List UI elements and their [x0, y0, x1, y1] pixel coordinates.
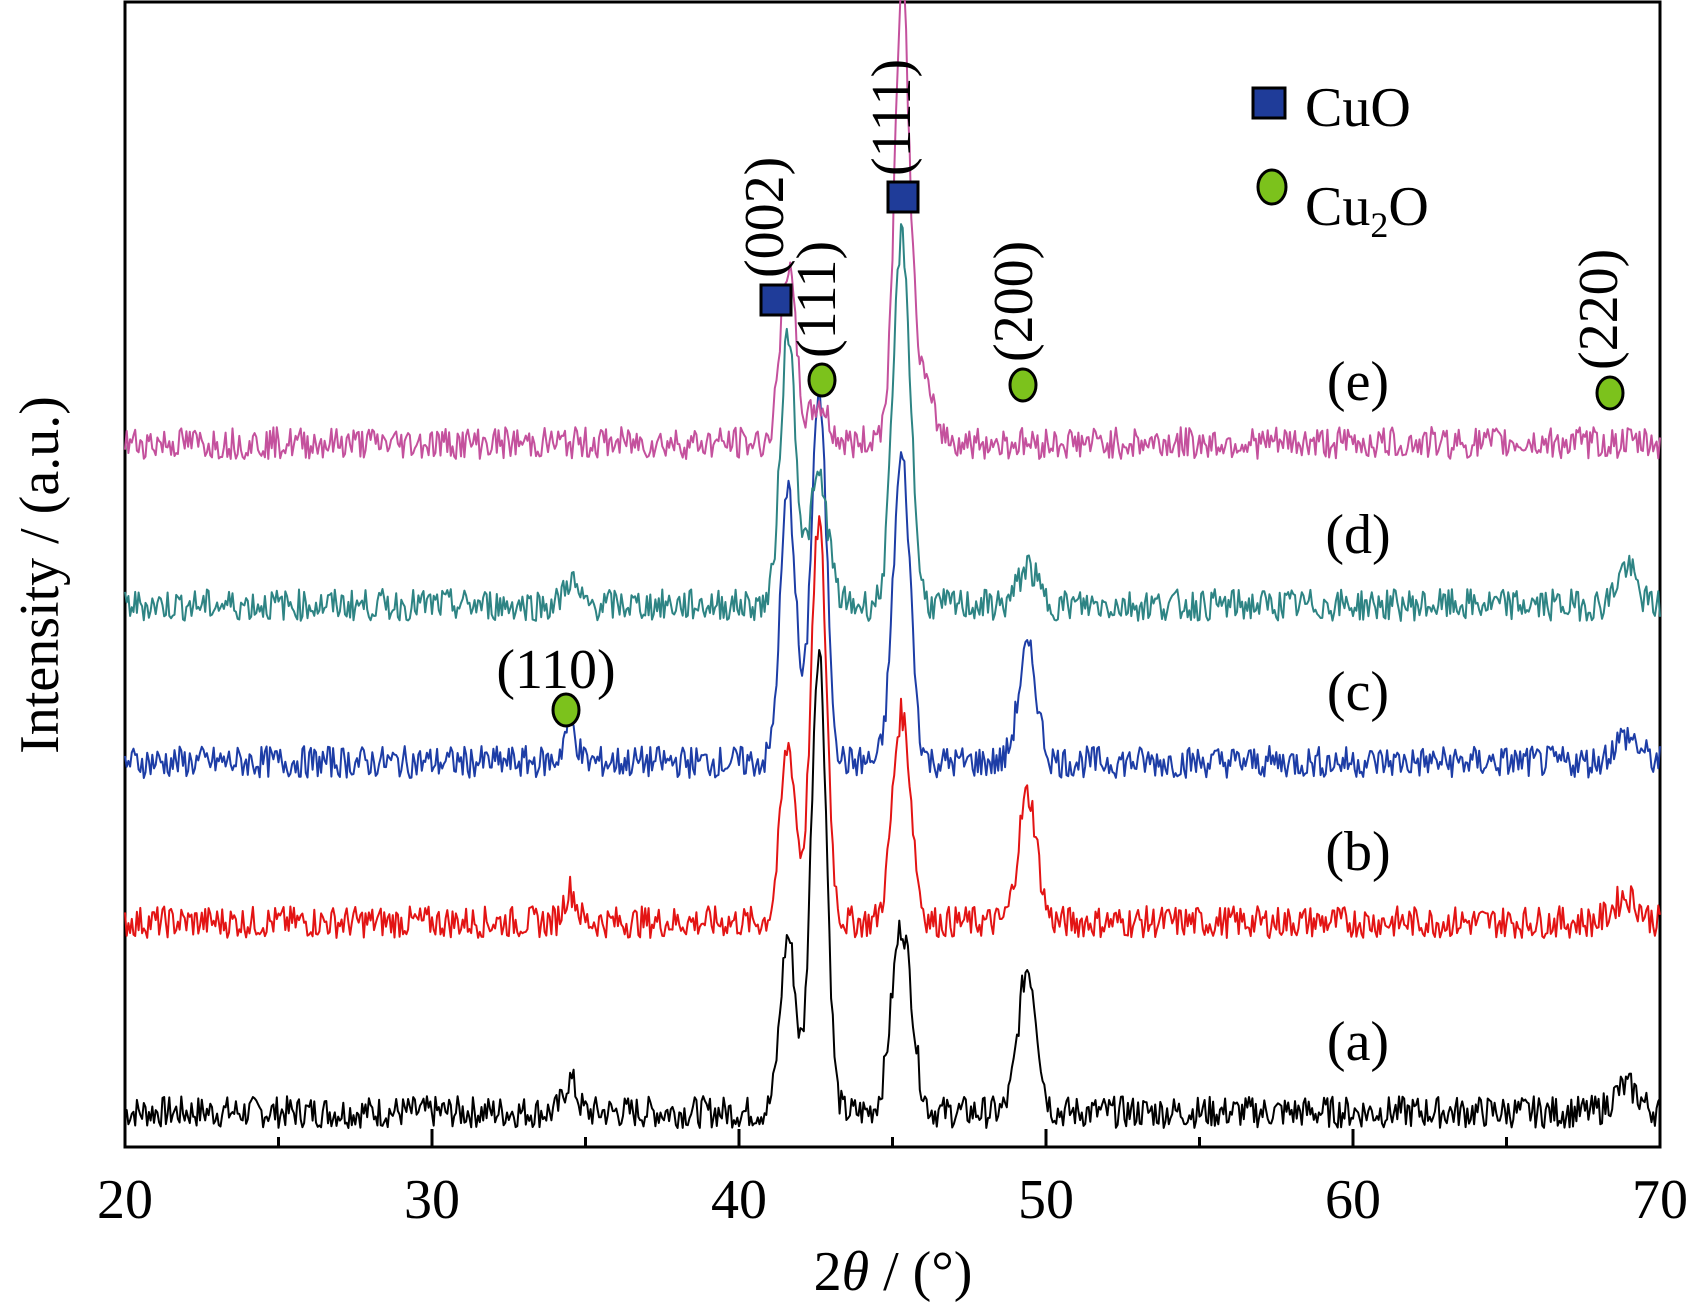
legend-cu2o-label-sub: 2 [1370, 205, 1388, 245]
legend-cuo-label: CuO [1305, 77, 1411, 139]
x-axis-label-symbol: θ [842, 1241, 870, 1303]
x-tick-label: 20 [97, 1169, 153, 1231]
legend-cu2o-label: Cu2O [1305, 176, 1429, 245]
peak-label: (111) [861, 59, 923, 176]
cu2o-peak-marker [1595, 375, 1625, 411]
series-e-line [124, 0, 1661, 460]
x-axis-label: 2θ / (°) [814, 1241, 973, 1303]
series-layer [124, 0, 1661, 1129]
legend-cu2o-label-end: O [1388, 176, 1428, 238]
peak-label: (110) [496, 639, 615, 701]
x-axis-label-suffix: / (°) [869, 1241, 972, 1303]
x-tick-label: 30 [404, 1169, 460, 1231]
peak-annotations: (110)(002)(111)(111)(200) (220) [496, 59, 1630, 728]
peak-label: (220) [1568, 249, 1630, 370]
cu2o-peak-marker [807, 362, 837, 398]
legend-cu2o-marker [1256, 168, 1288, 206]
cuo-peak-marker [759, 283, 793, 317]
series-e-label: (e) [1327, 351, 1389, 413]
series-d-line [124, 223, 1661, 622]
series-a-label: (a) [1327, 1011, 1389, 1073]
x-tick-label: 60 [1325, 1169, 1381, 1231]
x-axis-tick-labels: 20 30 40 50 60 70 [97, 1169, 1688, 1231]
y-axis-label: Intensity / (a.u.) [9, 396, 71, 754]
x-axis-ticks [123, 1129, 1662, 1147]
cuo-peak-marker [886, 180, 920, 214]
peak-label: (200) [983, 241, 1045, 362]
peak-label: (002) [734, 157, 796, 278]
legend: CuO Cu2O [1251, 77, 1429, 245]
series-c-label: (c) [1327, 661, 1389, 723]
x-tick-label: 40 [711, 1169, 767, 1231]
series-c-line [124, 380, 1661, 779]
peak-label: (111) [786, 241, 848, 358]
series-b-label: (b) [1325, 821, 1390, 883]
cu2o-peak-marker [551, 692, 581, 728]
x-axis-label-prefix: 2 [814, 1241, 842, 1303]
series-b-line [124, 515, 1661, 939]
series-labels: (a) (b) (c) (d) (e) [1325, 351, 1390, 1073]
x-tick-label: 50 [1018, 1169, 1074, 1231]
cu2o-peak-marker [1008, 367, 1038, 403]
legend-cuo-marker [1251, 86, 1287, 120]
legend-cu2o-label-main: Cu [1305, 176, 1370, 238]
series-a-line [124, 649, 1661, 1129]
series-d-label: (d) [1325, 504, 1390, 566]
x-tick-label: 70 [1632, 1169, 1688, 1231]
